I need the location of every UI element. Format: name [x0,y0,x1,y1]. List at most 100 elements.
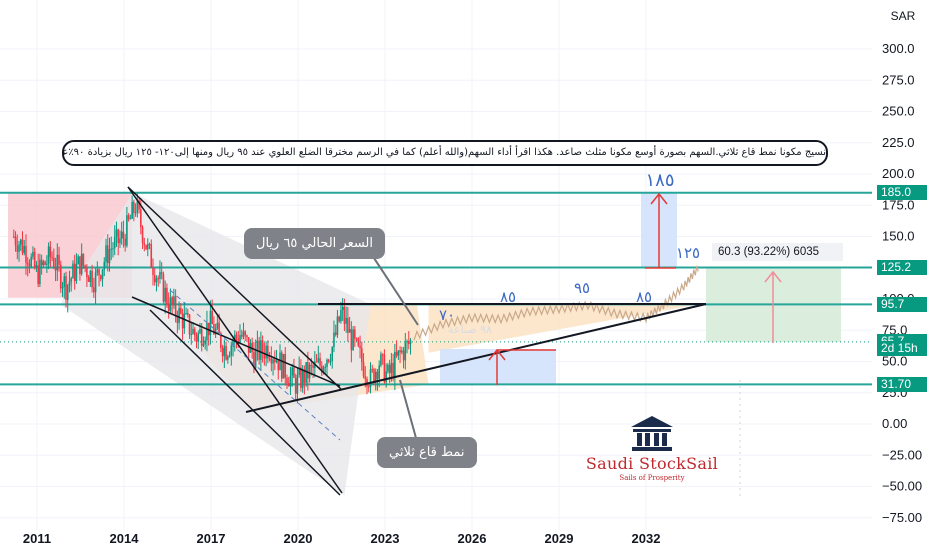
candle-body [188,314,191,335]
price-tick-label: 200.0 [882,166,915,181]
candle-body [280,352,283,379]
candle-body [354,329,356,339]
candle-body [381,354,384,356]
candle-body [192,328,194,334]
candle-body [401,350,403,353]
candle-body [209,310,212,336]
candle-body [185,312,187,314]
candle-body [282,354,285,379]
peach-triangle-extension [428,304,699,353]
wave-label: ٩٥ [574,279,590,297]
candle-body [193,328,196,336]
candle-body [286,377,288,384]
price-tag: 185.0 [877,185,927,201]
candle-body [200,329,203,346]
candle-body [59,264,62,289]
candle-body [117,229,119,244]
candle-body [308,364,311,379]
candle-body [171,297,173,305]
candle-body [140,209,142,228]
candle-body [225,346,227,360]
candle-body [254,349,257,368]
candle-body [40,259,43,266]
time-tick-label: 2017 [197,531,226,546]
candle-body [197,333,200,342]
candle-body [166,287,168,304]
candle-body [91,270,93,288]
candle-body [397,350,400,356]
candle-body [399,350,401,353]
wave-label: ٨٥ [636,288,652,306]
time-tick-label: 2029 [545,531,574,546]
candle-body [223,346,226,357]
time-tick-label: 2020 [284,531,313,546]
candle-body [331,347,334,362]
candle-body [385,371,387,383]
price-axis[interactable]: 300.0275.0250.0225.0200.0175.0150.0125.0… [882,41,922,525]
candle-body [190,333,193,335]
current-price-callout: السعر الحالي ٦٥ ريال [244,228,386,259]
trend-drawings [127,186,782,497]
candle-body [21,239,24,254]
channel-lower-line [149,309,341,496]
candle-body [291,367,293,376]
candle-body [68,281,71,286]
currency-label[interactable]: SAR [890,9,916,23]
candle-body [240,335,243,337]
callout-pointer [399,379,417,439]
candle-body [343,306,346,324]
candle-body [216,322,219,329]
candle-body [402,350,405,361]
candle-body [374,371,377,384]
candle-body [58,254,60,265]
candle-body [195,335,198,342]
candle-body [387,364,389,372]
candle-body [18,244,20,252]
candle-body [270,358,273,364]
candle-body [267,345,269,359]
time-axis[interactable]: 2011 2014 2017 2020 2023 2026 2029 2032 [23,531,661,546]
candle-body [146,243,149,250]
channel-mid-line [169,289,341,441]
time-tick-label: 2026 [458,531,487,546]
price-tick-label: 50.0 [882,354,907,369]
candle-body [152,267,154,275]
time-tick-label: 2014 [110,531,140,546]
candle-body [294,377,297,394]
candle-body [49,246,52,257]
candle-body [61,286,64,289]
candle-body [319,358,321,366]
ascending-support-line [245,303,707,413]
candle-body [112,248,114,250]
channel-upper-line [127,186,343,494]
candle-body [106,245,109,264]
sector-watermark: ٩٨ صناعة [448,323,492,336]
candle-body [183,313,186,329]
time-tick-label: 2023 [371,531,400,546]
candle-body [138,200,140,210]
candle-body [355,338,358,340]
candle-body [178,307,180,324]
candle-body [82,253,85,266]
candle-body [44,261,46,265]
candle-body [35,265,38,268]
candle-body [361,348,363,363]
candle-body [246,335,248,338]
candle-body [327,359,330,362]
triple-bottom-callout: نمط قاع ثلاثي [377,437,477,468]
candle-body [63,276,66,287]
candle-body [364,376,367,380]
candle-body [326,359,328,368]
candle-body [75,264,78,282]
candle-body [39,259,41,285]
candle-body [279,352,281,371]
candle-body [54,267,57,271]
candle-body [388,364,391,374]
candle-body [258,340,260,360]
price-tick-label: 250.0 [882,104,915,119]
candle-body [113,236,116,249]
price-tick-label: −25.00 [882,447,922,462]
candle-body [89,270,92,282]
candle-body [33,251,36,268]
